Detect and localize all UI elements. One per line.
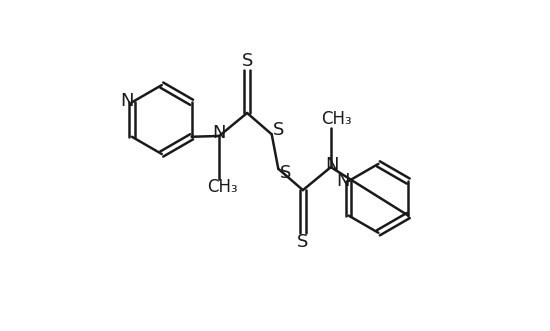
Text: CH₃: CH₃ [321,110,352,127]
Text: N: N [120,92,134,110]
Text: S: S [297,233,309,251]
Text: S: S [280,164,291,182]
Text: CH₃: CH₃ [207,178,238,196]
Text: S: S [273,121,285,139]
Text: N: N [212,124,226,142]
Text: N: N [325,156,339,173]
Text: S: S [241,52,253,70]
Text: N: N [336,172,349,190]
